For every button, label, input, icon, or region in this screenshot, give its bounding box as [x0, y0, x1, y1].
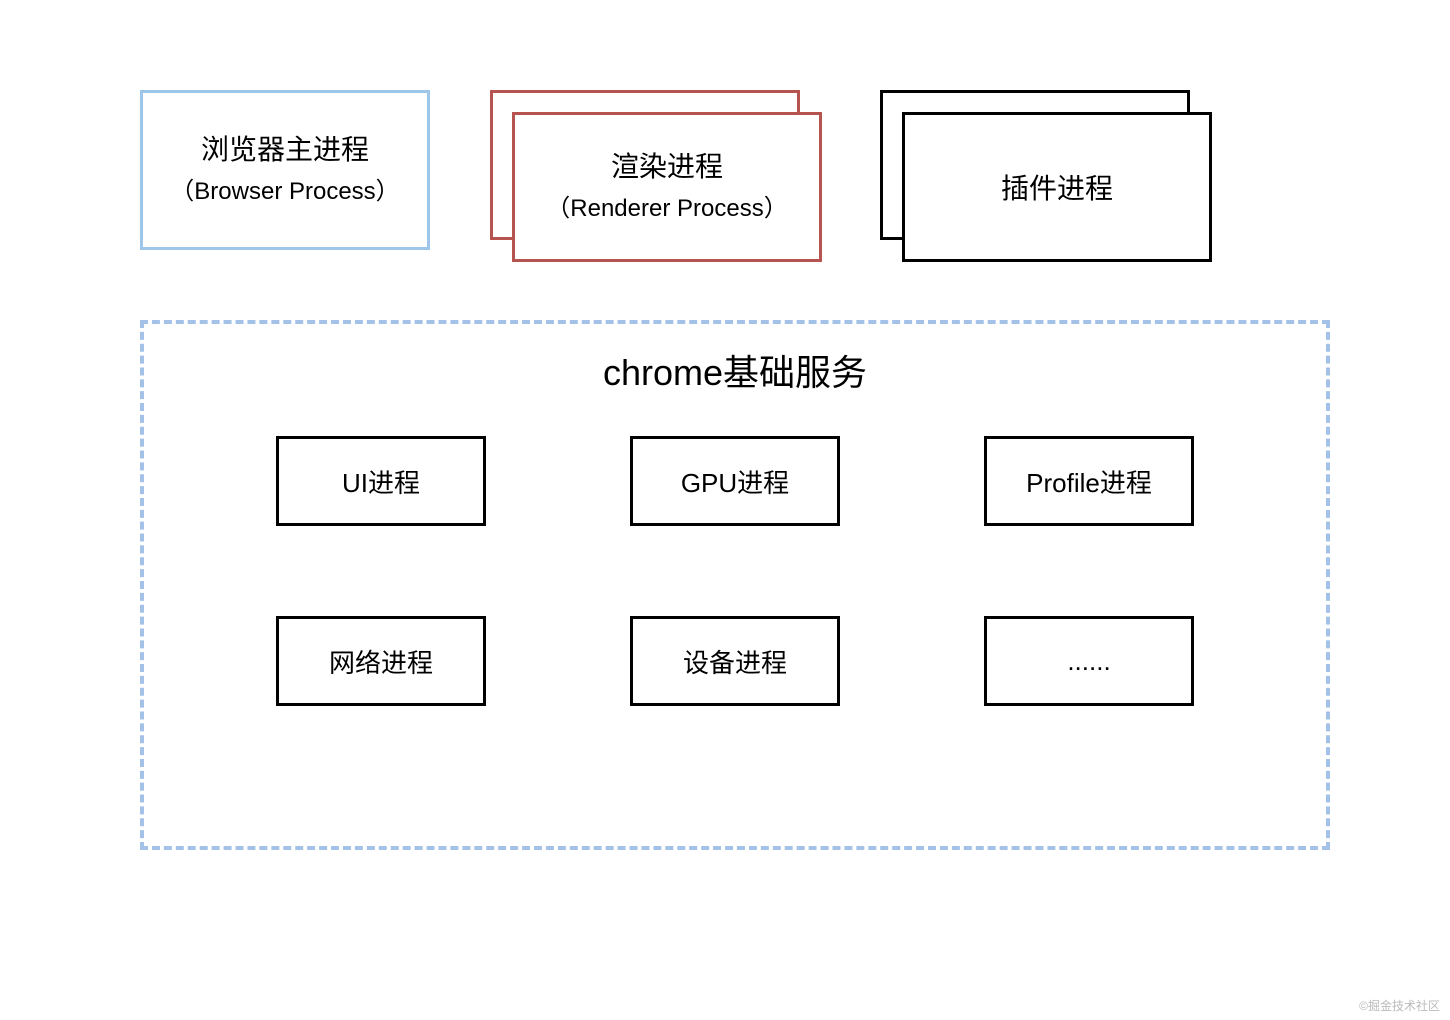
plugin-stack-front: 插件进程 — [902, 112, 1212, 262]
services-grid: UI进程 GPU进程 Profile进程 网络进程 设备进程 ...... — [204, 436, 1266, 706]
renderer-process-box: 渲染进程 （Renderer Process） — [490, 90, 820, 250]
plugin-process-title: 插件进程 — [1001, 167, 1113, 207]
top-process-row: 浏览器主进程 （Browser Process） 渲染进程 （Renderer … — [140, 90, 1330, 250]
renderer-process-subtitle: （Renderer Process） — [546, 190, 787, 228]
renderer-process-title: 渲染进程 — [611, 145, 723, 190]
plugin-process-box: 插件进程 — [880, 90, 1210, 250]
chrome-services-container: chrome基础服务 UI进程 GPU进程 Profile进程 网络进程 设备进… — [140, 320, 1330, 850]
more-process-box: ...... — [984, 616, 1194, 706]
ui-process-box: UI进程 — [276, 436, 486, 526]
renderer-stack-front: 渲染进程 （Renderer Process） — [512, 112, 822, 262]
device-process-box: 设备进程 — [630, 616, 840, 706]
network-process-box: 网络进程 — [276, 616, 486, 706]
profile-process-box: Profile进程 — [984, 436, 1194, 526]
diagram-canvas: 浏览器主进程 （Browser Process） 渲染进程 （Renderer … — [140, 90, 1330, 850]
services-title: chrome基础服务 — [204, 344, 1266, 396]
browser-process-subtitle: （Browser Process） — [170, 173, 399, 211]
gpu-process-box: GPU进程 — [630, 436, 840, 526]
browser-process-box: 浏览器主进程 （Browser Process） — [140, 90, 430, 250]
watermark-text: ©掘金技术社区 — [1359, 997, 1440, 1014]
browser-process-title: 浏览器主进程 — [201, 128, 369, 173]
